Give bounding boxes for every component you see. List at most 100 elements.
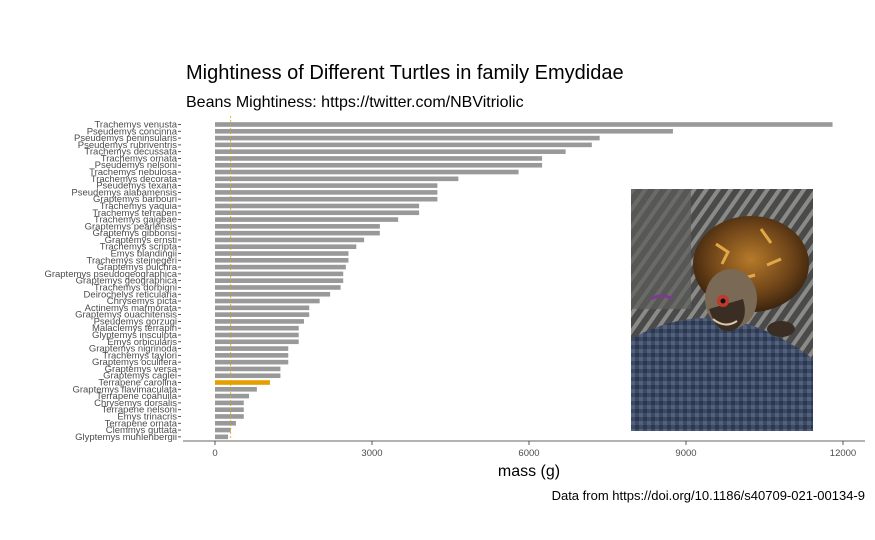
category-label: Graptemys oculifera [92,357,178,368]
bar [215,230,380,236]
x-tick-label: 12000 [830,448,856,459]
x-tick-label: 9000 [675,448,696,459]
bar [215,224,380,229]
bar [215,156,543,161]
category-label: Trachemys ornata [101,153,178,164]
x-tick-label: 0 [212,448,217,459]
category-label: Trachemys scripta [100,242,178,253]
bar [215,434,229,440]
category-label: Glyptemys muhlenbergii [75,432,177,443]
bar [215,176,459,182]
category-label: Trachemys decussata [84,147,177,158]
category-label: Graptemys versa [105,364,178,375]
category-label: Trachemys yaquia [100,201,178,212]
category-label: Emys trinacris [117,411,177,422]
category-label: Pseudemys gorzugi [94,316,177,327]
bar [215,359,289,365]
bar [215,387,257,392]
bar [215,346,289,351]
category-label: Graptemys gibbonsi [93,228,177,239]
category-label: Emys blandingii [110,249,177,260]
category-label: Trachemys gaigeae [94,215,177,226]
bar [215,210,420,216]
category-label: Terrapene ornata [105,418,178,429]
chart-title: Mightiness of Different Turtles in famil… [186,62,624,84]
bar [215,244,357,250]
bar [215,407,244,412]
x-axis-label: mass (g) [498,463,560,480]
category-label: Trachemys stejnegeri [87,255,177,266]
bar [215,162,543,168]
category-label: Trachemys decorata [91,174,178,185]
bar [215,237,365,243]
category-label: Malaclemys terrapin [92,323,177,334]
bar [215,393,250,399]
bar [215,190,438,195]
category-label: Terrapene nelsoni [101,405,177,416]
bar [215,339,299,345]
bar [215,400,244,406]
bar [215,149,566,154]
category-label: Graptemys flavimaculata [72,384,177,395]
category-label: Deirochelys reticularia [84,289,178,300]
category-label: Clemmys guttata [106,425,178,436]
category-label: Trachemys nebulosa [89,167,178,178]
x-axis-ticks: 0 3000 6000 9000 12000 [212,441,856,459]
category-label: Graptemys nigrinoda [89,344,178,355]
category-label: Terrapene carolina [98,378,177,389]
category-label: Trachemys taylori [102,350,177,361]
bar [215,366,281,372]
category-label: Emys orbicularis [107,337,177,348]
bar [215,217,399,222]
category-label: Graptemys pulchra [97,262,178,273]
bar [215,128,673,134]
category-label: Pseudemys peninsularis [74,133,177,144]
bar [215,353,289,358]
category-label: Glyptemys insculpta [92,330,178,341]
category-label: Pseudemys rubriventris [78,140,178,151]
category-label: Terrapene coahuila [96,391,178,402]
category-label: Trachemys terrapen [92,208,177,219]
bar [215,305,310,311]
bar [215,142,592,148]
category-label: Graptemys ouachitensis [75,310,177,321]
bar [215,427,231,433]
bars-layer [215,122,833,440]
category-label: Chrysemys dorsalis [94,398,177,409]
category-label: Graptemys ernsti [105,235,177,246]
bar [215,251,349,256]
bar [215,203,420,209]
category-label: Graptemys pearlensis [85,221,178,232]
category-label: Trachemys venusta [94,120,177,131]
category-label: Pseudemys concinna [87,126,178,137]
bar [215,135,600,141]
bar [215,373,281,379]
bar [215,285,341,290]
bar [215,122,833,127]
bar [215,298,320,304]
category-label: Graptemys barbouri [93,194,177,205]
category-label: Graptemys caglei [103,371,177,382]
bar [215,278,344,283]
category-label: Pseudemys texana [96,181,178,192]
bar [215,271,344,277]
chart-caption: Data from https://doi.org/10.1186/s40709… [551,488,865,503]
chart-subtitle: Beans Mightiness: https://twitter.com/NB… [186,94,524,111]
bar [215,380,270,385]
category-label: Pseudemys alabamensis [71,187,177,198]
bar [215,258,349,263]
bar [215,325,299,331]
bar [215,291,331,297]
bar [215,169,519,175]
category-label: Graptemys pseudogeographica [44,269,177,280]
x-tick-label: 6000 [518,448,539,459]
bar [215,420,236,426]
x-tick-label: 3000 [361,448,382,459]
bar [215,414,244,419]
bar [215,332,299,338]
category-label: Chrysemys picta [107,296,178,307]
category-label: Actinemys marmorata [85,303,178,314]
bar [215,264,346,270]
